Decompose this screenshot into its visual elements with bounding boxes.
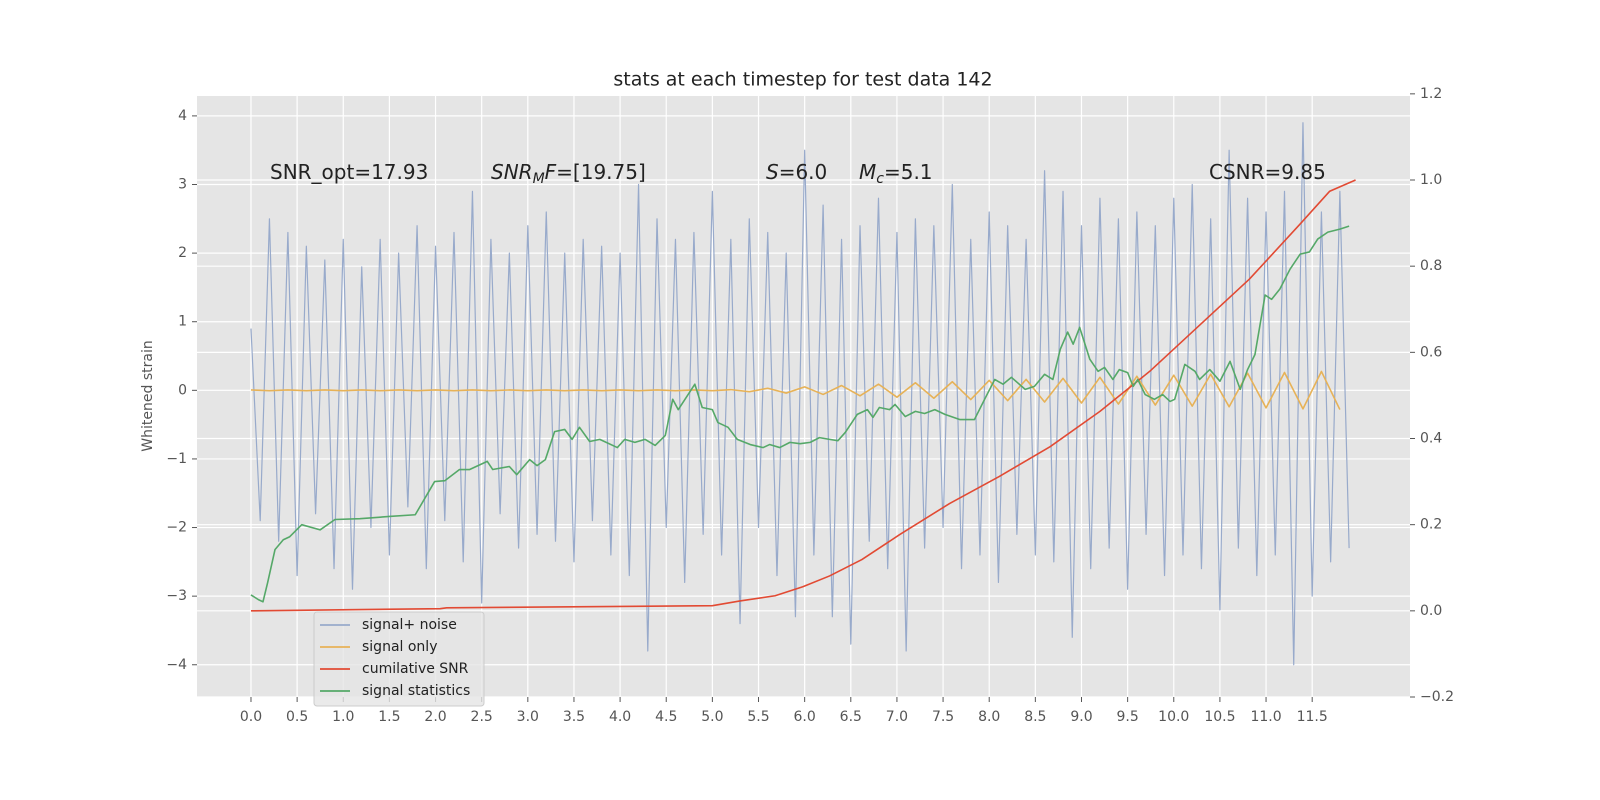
y-axis-label: Whitened strain <box>140 340 156 451</box>
legend-label: signal+ noise <box>362 617 457 633</box>
annotation-part: =6.0 <box>779 160 828 184</box>
series-line <box>250 225 1350 603</box>
annotation-part: SNR <box>491 160 533 184</box>
y-tick-label: −3 <box>166 588 187 604</box>
series-line <box>250 370 1341 410</box>
annotation: SNR_opt=17.93 <box>270 160 428 184</box>
annotation-part: F <box>545 160 557 184</box>
x-tick-label: 5.0 <box>701 709 723 725</box>
x-tick-label: 6.0 <box>794 709 816 725</box>
x-tick-label: 11.0 <box>1250 709 1281 725</box>
legend-label: signal statistics <box>362 683 470 699</box>
annotation-part: S <box>766 160 779 184</box>
annotation: Mc=5.1 <box>859 160 933 188</box>
x-tick-label: 3.0 <box>517 709 539 725</box>
x-tick-label: 3.5 <box>563 709 585 725</box>
x-tick-label: 8.0 <box>978 709 1000 725</box>
y-tick-label: −4 <box>166 657 187 673</box>
y2-tick-label: 0.6 <box>1420 344 1442 360</box>
y2-tick-label: −0.2 <box>1420 689 1454 705</box>
x-tick-label: 11.5 <box>1297 709 1328 725</box>
chart-title: stats at each timestep for test data 142 <box>613 69 992 91</box>
x-tick-label: 7.0 <box>886 709 908 725</box>
y2-tick-label: 0.2 <box>1420 517 1442 533</box>
x-tick-label: 8.5 <box>1024 709 1046 725</box>
y2-tick-label: 0.4 <box>1420 431 1442 447</box>
y2-tick-label: 0.8 <box>1420 258 1442 274</box>
axes: 0.0 0.5 1.0 1.5 2.0 2.5 3.0 3.5 4.0 4.5 5.0 5.5 6.0 6… <box>166 86 1454 725</box>
y-tick-label: 2 <box>178 245 187 261</box>
y2-tick-label: 0.0 <box>1420 603 1442 619</box>
x-tick-label: 5.5 <box>747 709 769 725</box>
x-tick-label: 1.0 <box>332 709 354 725</box>
x-tick-label: 0.0 <box>240 709 262 725</box>
x-tick-label: 10.0 <box>1158 709 1189 725</box>
y-tick-label: 1 <box>178 314 187 330</box>
annotation: SNRMF=[19.75] <box>491 160 646 188</box>
x-tick-label: 2.5 <box>471 709 493 725</box>
x-tick-label: 4.0 <box>609 709 631 725</box>
annotation-part: SNR_opt=17.93 <box>270 160 428 184</box>
annotation-part: =5.1 <box>884 160 933 184</box>
legend-frame <box>313 611 485 707</box>
x-tick-label: 4.5 <box>655 709 677 725</box>
annotation-part: M <box>533 171 545 187</box>
series-line <box>250 179 1356 612</box>
x-tick-label: 10.5 <box>1204 709 1235 725</box>
annotation: CSNR=9.85 <box>1209 160 1326 184</box>
series-line <box>250 122 1350 666</box>
x-tick-label: 1.5 <box>378 709 400 725</box>
y-tick-label: −2 <box>166 520 187 536</box>
annotation-part: M <box>859 160 876 184</box>
y2-tick-label: 1.2 <box>1420 86 1442 102</box>
x-tick-label: 0.5 <box>286 709 308 725</box>
x-tick-label: 9.5 <box>1116 709 1138 725</box>
annotation: S=6.0 <box>766 160 827 184</box>
x-tick-label: 2.0 <box>424 709 446 725</box>
y-tick-label: 4 <box>178 108 187 124</box>
x-tick-label: 9.0 <box>1070 709 1092 725</box>
marks <box>250 122 1356 666</box>
x-tick-label: 6.5 <box>840 709 862 725</box>
x-tick-label: 7.5 <box>932 709 954 725</box>
legend-label: cumilative SNR <box>362 661 469 677</box>
legend: signal+ noise signal only cumilative SNR si… <box>313 611 485 707</box>
legend-label: signal only <box>362 639 437 655</box>
y2-tick-label: 1.0 <box>1420 172 1442 188</box>
grid <box>197 93 1410 698</box>
annotation-part: CSNR=9.85 <box>1209 160 1326 184</box>
annotation-part: =[19.75] <box>556 160 646 184</box>
y-tick-label: −1 <box>166 451 187 467</box>
y-tick-label: 0 <box>178 382 187 398</box>
annotation-part: c <box>876 171 884 187</box>
y-tick-label: 3 <box>178 177 187 193</box>
